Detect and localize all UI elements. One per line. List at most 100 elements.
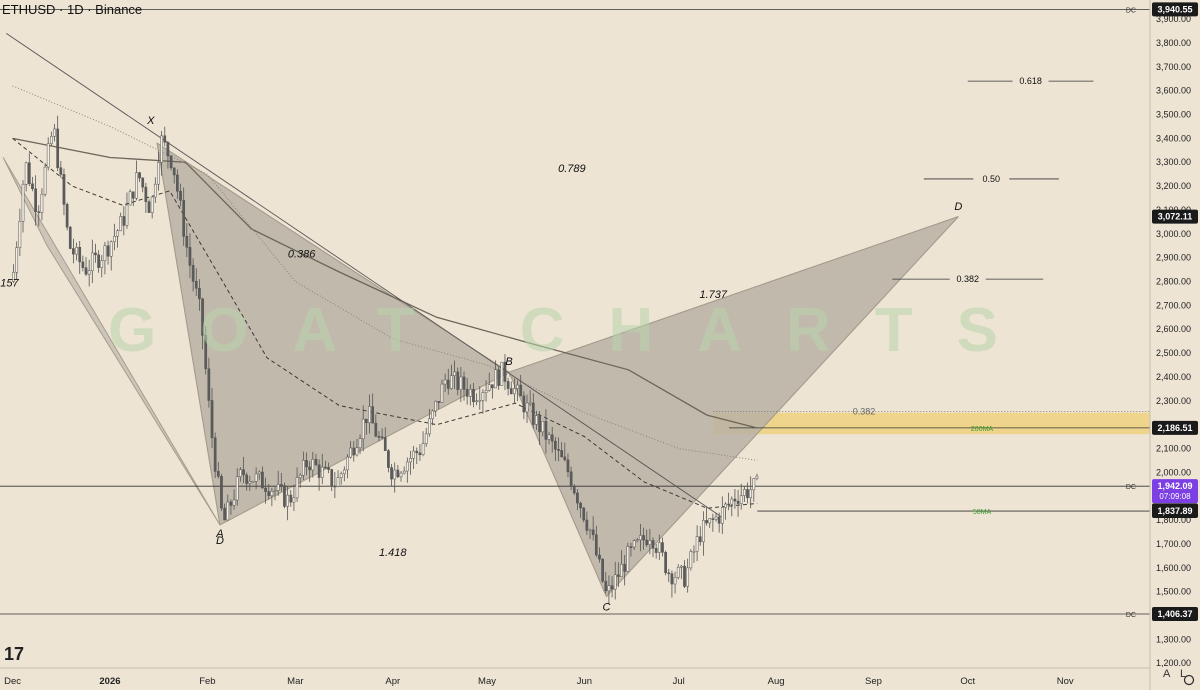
candle-body: [59, 167, 63, 175]
candle-body: [472, 389, 475, 403]
candle-body: [752, 478, 756, 491]
candle-body: [547, 434, 551, 440]
candle-body: [361, 418, 365, 440]
candle-body: [494, 369, 497, 389]
candle-body: [97, 254, 100, 268]
candle-body: [645, 539, 649, 545]
candle-body: [415, 450, 419, 454]
candle-body: [550, 434, 554, 442]
candle-body: [576, 492, 579, 504]
candle-body: [670, 573, 674, 585]
y-tick-label: 3,400.00: [1156, 133, 1191, 143]
candle-body: [683, 565, 686, 587]
candle-body: [90, 252, 94, 271]
candle-body: [349, 447, 352, 458]
symbol-title[interactable]: ETHUSD · 1D · Binance: [2, 2, 143, 17]
candle-body: [342, 469, 346, 475]
candle-body: [462, 376, 466, 390]
candle-body: [239, 469, 242, 478]
candle-body: [412, 450, 415, 459]
candle-body: [27, 162, 31, 185]
candle-body: [172, 167, 176, 176]
candle-body: [109, 241, 113, 257]
candle-body: [207, 368, 211, 401]
candle-body: [106, 245, 110, 257]
y-tick-label: 2,600.00: [1156, 324, 1191, 334]
candle-body: [273, 490, 277, 492]
candle-body: [390, 467, 393, 480]
candle-body: [531, 402, 535, 425]
candle-body: [598, 554, 601, 560]
level-price-tag-0-bg: [1152, 2, 1198, 17]
y-tick-label: 2,400.00: [1156, 372, 1191, 382]
ratio-label-1: 0.789: [558, 163, 586, 175]
candle-body: [601, 558, 604, 582]
candle-body: [78, 247, 82, 263]
candle-body: [686, 567, 690, 587]
candle-body: [443, 379, 447, 385]
candle-body: [358, 438, 362, 449]
candle-body: [708, 518, 712, 524]
candle-body: [475, 400, 478, 403]
candle-body: [116, 230, 119, 237]
candle-body: [396, 469, 400, 478]
y-tick-label: 2,700.00: [1156, 300, 1191, 310]
candle-body: [176, 174, 179, 192]
candle-body: [333, 485, 337, 488]
ratio-label-4: 1.418: [379, 547, 407, 559]
candle-body: [103, 245, 107, 261]
candle-body: [402, 470, 406, 474]
candle-body: [302, 460, 305, 476]
candle-body: [201, 298, 204, 336]
candle-body: [733, 498, 737, 502]
candle-body: [37, 211, 41, 213]
auto-scale-button[interactable]: A: [1163, 668, 1171, 680]
y-tick-label: 3,500.00: [1156, 110, 1191, 120]
ma-line-50MA: [12, 138, 758, 509]
candle-body: [128, 191, 132, 206]
candle-body: [100, 260, 104, 268]
candle-body: [739, 495, 743, 504]
candle-body: [150, 196, 154, 213]
candle-body: [122, 216, 126, 226]
candle-body: [46, 143, 50, 168]
candle-body: [298, 474, 302, 478]
x-tick-label: Apr: [385, 676, 400, 687]
candle-body: [261, 471, 264, 489]
candle-body: [468, 389, 472, 397]
candle-body: [727, 503, 730, 506]
pattern-label-d-2: D: [216, 535, 224, 547]
candle-body: [714, 516, 718, 520]
candle-body: [513, 388, 516, 395]
x-tick-label: 2026: [99, 676, 120, 687]
candle-body: [692, 550, 696, 553]
candle-body: [371, 406, 375, 424]
log-scale-button[interactable]: L: [1180, 668, 1187, 680]
candle-body: [607, 585, 611, 592]
candle-body: [516, 384, 519, 389]
price-countdown: 07:09:08: [1159, 492, 1191, 501]
descending-trendline: [6, 33, 723, 519]
candle-body: [220, 476, 223, 509]
candle-body: [289, 494, 293, 503]
candle-body: [613, 574, 617, 590]
candle-body: [346, 456, 349, 471]
candle-body: [377, 436, 381, 438]
candle-body: [566, 459, 570, 473]
candle-body: [484, 390, 488, 393]
harmonic-triangle-0: [2, 157, 221, 526]
candle-body: [270, 491, 274, 496]
candle-body: [135, 172, 138, 199]
level-price-tag-2: 1,406.37: [1157, 609, 1192, 619]
tradingview-logo[interactable]: 17: [4, 644, 25, 664]
y-tick-label: 1,700.00: [1156, 539, 1191, 549]
candle-body: [380, 436, 384, 439]
candle-body: [651, 540, 655, 549]
candle-body: [554, 440, 557, 450]
ma200-price-tag: 2,186.51: [1157, 423, 1192, 433]
candle-body: [15, 247, 19, 273]
candle-body: [276, 484, 280, 491]
candle-body: [75, 247, 78, 255]
candle-body: [563, 456, 567, 461]
